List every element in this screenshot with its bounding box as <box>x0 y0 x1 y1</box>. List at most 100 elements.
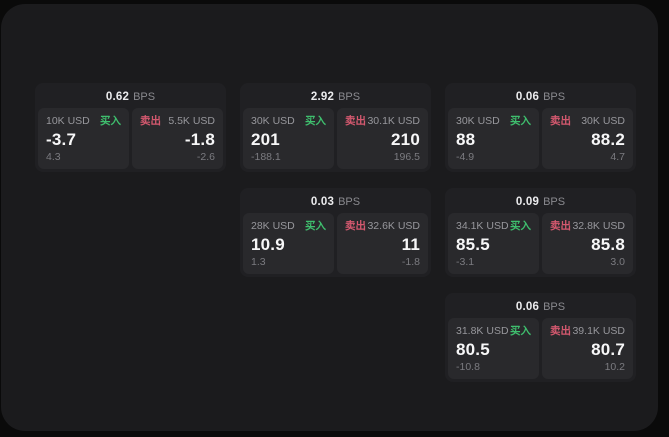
sell-quote-cell[interactable]: 卖出 30K USD 88.2 4.7 <box>542 108 633 169</box>
sell-delta: 10.2 <box>604 361 625 373</box>
sell-cell-top: 卖出 30K USD <box>550 115 625 127</box>
buy-delta: 1.3 <box>251 256 266 268</box>
buy-quote-cell[interactable]: 30K USD 买入 201 -188.1 <box>243 108 334 169</box>
sell-side-label: 卖出 <box>345 220 366 232</box>
bps-unit: BPS <box>338 91 361 103</box>
sell-delta: -1.8 <box>401 256 420 268</box>
app-panel: 0.62 BPS 10K USD 买入 -3.7 4.3 卖出 5.5K USD <box>1 4 658 431</box>
bps-header: 2.92 BPS <box>243 86 428 108</box>
sell-delta: 196.5 <box>393 151 420 163</box>
quote-card-body: 34.1K USD 买入 85.5 -3.1 卖出 32.8K USD 85.8… <box>448 213 633 274</box>
sell-quote-cell[interactable]: 卖出 5.5K USD -1.8 -2.6 <box>132 108 223 169</box>
quote-card: 0.09 BPS 34.1K USD 买入 85.5 -3.1 卖出 32.8K… <box>445 188 636 277</box>
quote-card-body: 30K USD 买入 88 -4.9 卖出 30K USD 88.2 4.7 <box>448 108 633 169</box>
buy-cell-top: 28K USD 买入 <box>251 220 326 232</box>
buy-price: 10.9 <box>251 234 285 254</box>
buy-quote-cell[interactable]: 28K USD 买入 10.9 1.3 <box>243 213 334 274</box>
sell-price: 11 <box>401 234 420 254</box>
buy-quote-cell[interactable]: 34.1K USD 买入 85.5 -3.1 <box>448 213 539 274</box>
sell-cell-top: 卖出 5.5K USD <box>140 115 215 127</box>
sell-price: 88.2 <box>591 129 625 149</box>
bps-unit: BPS <box>543 196 566 208</box>
sell-amount-label: 39.1K USD <box>572 325 625 337</box>
sell-delta: 4.7 <box>610 151 625 163</box>
sell-amount-label: 30K USD <box>581 115 625 127</box>
sell-amount-label: 32.6K USD <box>367 220 420 232</box>
quote-card-grid: 0.62 BPS 10K USD 买入 -3.7 4.3 卖出 5.5K USD <box>35 83 636 382</box>
buy-delta: 4.3 <box>46 151 61 163</box>
buy-amount-label: 28K USD <box>251 220 295 232</box>
buy-cell-top: 34.1K USD 买入 <box>456 220 531 232</box>
buy-cell-top: 30K USD 买入 <box>456 115 531 127</box>
sell-quote-cell[interactable]: 卖出 30.1K USD 210 196.5 <box>337 108 428 169</box>
quote-card: 0.03 BPS 28K USD 买入 10.9 1.3 卖出 32.6K US… <box>240 188 431 277</box>
bps-unit: BPS <box>133 91 156 103</box>
sell-side-label: 卖出 <box>345 115 366 127</box>
sell-side-label: 卖出 <box>140 115 161 127</box>
buy-amount-label: 31.8K USD <box>456 325 509 337</box>
buy-amount-label: 34.1K USD <box>456 220 509 232</box>
buy-delta: -188.1 <box>251 151 281 163</box>
bps-header: 0.62 BPS <box>38 86 223 108</box>
sell-amount-label: 32.8K USD <box>572 220 625 232</box>
buy-delta: -3.1 <box>456 256 475 268</box>
buy-amount-label: 30K USD <box>251 115 295 127</box>
sell-price: -1.8 <box>184 129 215 149</box>
sell-side-label: 卖出 <box>550 325 571 337</box>
sell-quote-cell[interactable]: 卖出 32.8K USD 85.8 3.0 <box>542 213 633 274</box>
bps-header: 0.03 BPS <box>243 191 428 213</box>
buy-quote-cell[interactable]: 10K USD 买入 -3.7 4.3 <box>38 108 129 169</box>
sell-delta: -2.6 <box>196 151 215 163</box>
quote-card: 0.06 BPS 30K USD 买入 88 -4.9 卖出 30K USD <box>445 83 636 172</box>
sell-amount-label: 5.5K USD <box>168 115 215 127</box>
sell-price: 80.7 <box>591 339 625 359</box>
buy-side-label: 买入 <box>510 220 531 232</box>
quote-card: 2.92 BPS 30K USD 买入 201 -188.1 卖出 30.1K … <box>240 83 431 172</box>
quote-card-body: 28K USD 买入 10.9 1.3 卖出 32.6K USD 11 -1.8 <box>243 213 428 274</box>
buy-cell-top: 31.8K USD 买入 <box>456 325 531 337</box>
buy-cell-top: 30K USD 买入 <box>251 115 326 127</box>
sell-quote-cell[interactable]: 卖出 32.6K USD 11 -1.8 <box>337 213 428 274</box>
buy-side-label: 买入 <box>305 115 326 127</box>
sell-cell-top: 卖出 32.8K USD <box>550 220 625 232</box>
sell-price: 210 <box>391 129 420 149</box>
buy-quote-cell[interactable]: 30K USD 买入 88 -4.9 <box>448 108 539 169</box>
buy-delta: -4.9 <box>456 151 475 163</box>
buy-price: 88 <box>456 129 476 149</box>
bps-header: 0.06 BPS <box>448 296 633 318</box>
quote-card-body: 31.8K USD 买入 80.5 -10.8 卖出 39.1K USD 80.… <box>448 318 633 379</box>
buy-side-label: 买入 <box>510 115 531 127</box>
sell-delta: 3.0 <box>610 256 625 268</box>
bps-header: 0.09 BPS <box>448 191 633 213</box>
bps-unit: BPS <box>543 91 566 103</box>
sell-price: 85.8 <box>591 234 625 254</box>
buy-delta: -10.8 <box>456 361 480 373</box>
bps-value: 0.06 <box>515 91 540 103</box>
bps-header: 0.06 BPS <box>448 86 633 108</box>
bps-unit: BPS <box>543 301 566 313</box>
buy-side-label: 买入 <box>100 115 121 127</box>
buy-amount-label: 30K USD <box>456 115 500 127</box>
sell-side-label: 卖出 <box>550 220 571 232</box>
sell-quote-cell[interactable]: 卖出 39.1K USD 80.7 10.2 <box>542 318 633 379</box>
bps-value: 0.62 <box>105 91 130 103</box>
sell-cell-top: 卖出 30.1K USD <box>345 115 420 127</box>
buy-side-label: 买入 <box>305 220 326 232</box>
buy-amount-label: 10K USD <box>46 115 90 127</box>
buy-cell-top: 10K USD 买入 <box>46 115 121 127</box>
buy-price: 85.5 <box>456 234 490 254</box>
bps-value: 2.92 <box>310 91 335 103</box>
quote-card-body: 30K USD 买入 201 -188.1 卖出 30.1K USD 210 1… <box>243 108 428 169</box>
sell-amount-label: 30.1K USD <box>367 115 420 127</box>
quote-card: 0.62 BPS 10K USD 买入 -3.7 4.3 卖出 5.5K USD <box>35 83 226 172</box>
buy-price: 80.5 <box>456 339 490 359</box>
buy-price: 201 <box>251 129 280 149</box>
buy-quote-cell[interactable]: 31.8K USD 买入 80.5 -10.8 <box>448 318 539 379</box>
sell-side-label: 卖出 <box>550 115 571 127</box>
buy-price: -3.7 <box>46 129 77 149</box>
quote-card-body: 10K USD 买入 -3.7 4.3 卖出 5.5K USD -1.8 -2.… <box>38 108 223 169</box>
sell-cell-top: 卖出 32.6K USD <box>345 220 420 232</box>
bps-value: 0.09 <box>515 196 540 208</box>
buy-side-label: 买入 <box>510 325 531 337</box>
bps-unit: BPS <box>338 196 361 208</box>
